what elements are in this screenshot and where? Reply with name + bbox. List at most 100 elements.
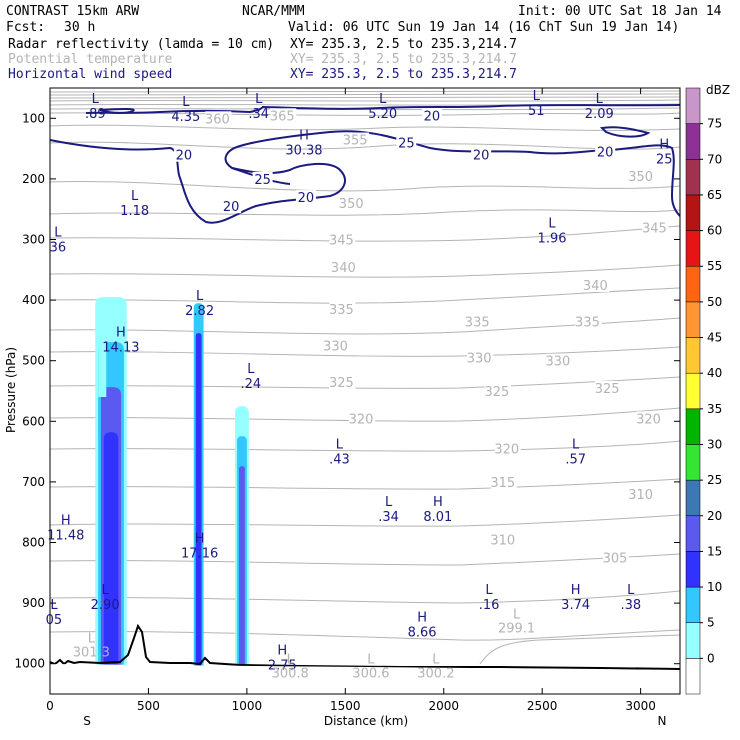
extremum-type: L bbox=[182, 95, 190, 110]
theta-label-bg bbox=[490, 532, 517, 547]
extremum-type: L bbox=[379, 92, 387, 107]
plot-frame bbox=[49, 87, 681, 695]
extremum-type: L bbox=[196, 289, 204, 304]
colorbar-label: 55 bbox=[707, 259, 722, 273]
colorbar-swatch bbox=[685, 586, 701, 623]
y-tick-label: 400 bbox=[22, 293, 45, 307]
wind-label-bg bbox=[396, 135, 417, 150]
extremum-value: 30.38 bbox=[285, 144, 322, 159]
surface-extremum-type: L bbox=[287, 653, 295, 668]
theta-label: 320 bbox=[494, 443, 519, 458]
colorbar-swatch bbox=[685, 87, 701, 124]
init-time: Init: 00 UTC Sat 18 Jan 14 bbox=[518, 4, 722, 19]
wind-label-bg bbox=[421, 108, 442, 123]
theta-label: 350 bbox=[339, 197, 364, 212]
theta-label: 315 bbox=[490, 476, 515, 491]
extremum-value: .16 bbox=[479, 598, 500, 613]
surface-extremum-type: L bbox=[513, 607, 521, 622]
colorbar-label: 65 bbox=[707, 188, 722, 202]
extremum-value: 1.18 bbox=[120, 204, 149, 219]
x-tick-label: 1500 bbox=[330, 699, 361, 713]
extremum-type: L bbox=[247, 362, 255, 377]
extremum-value: 25 bbox=[656, 153, 673, 168]
wind-label: 20 bbox=[176, 149, 193, 164]
colorbar-swatch bbox=[685, 372, 701, 410]
theta-labels: 360 365 355 350 345 340 335 330 325 350 345 340 335 3… bbox=[205, 108, 669, 567]
theta-label-bg bbox=[595, 381, 622, 395]
extremum-type: L bbox=[92, 92, 100, 107]
column-1-band-3 bbox=[103, 432, 119, 666]
endpoint-right: N bbox=[658, 714, 667, 728]
colorbar-swatch bbox=[685, 444, 701, 481]
extremum-value: 51 bbox=[528, 104, 545, 119]
colorbar-label: 15 bbox=[707, 544, 722, 558]
extremum-value: 2.09 bbox=[585, 107, 614, 122]
extremum-value: 1.96 bbox=[538, 231, 567, 246]
surface-extremum-value: 299.1 bbox=[498, 621, 535, 636]
theta-label: 350 bbox=[628, 170, 653, 185]
colorbar-swatch bbox=[685, 265, 701, 303]
colorbar-label: 75 bbox=[707, 117, 722, 131]
colorbar-label: 45 bbox=[707, 331, 722, 345]
extremum-type: L bbox=[336, 438, 344, 453]
wind-label: 20 bbox=[597, 146, 614, 161]
column-2-band-1 bbox=[195, 333, 202, 666]
theta-label: 335 bbox=[575, 315, 600, 330]
field-xy-wind: XY= 235.3, 2.5 to 235.3,214.7 bbox=[290, 67, 517, 82]
wind-labels: 20 20 25 20 20 25 20 20 bbox=[173, 108, 616, 215]
y-tick-label: 800 bbox=[22, 536, 45, 550]
plot-area: 360 365 355 350 345 340 335 330 325 350 345 340 335 3… bbox=[46, 87, 681, 695]
theta-label-bg bbox=[343, 132, 370, 147]
extremum-value: 11.48 bbox=[47, 528, 84, 543]
theta-label-bg bbox=[349, 411, 376, 426]
colorbar-label: 30 bbox=[707, 437, 722, 451]
extremum-type: H bbox=[433, 495, 443, 510]
extremum-value: .34 bbox=[248, 107, 269, 122]
wind-label-bg bbox=[252, 171, 273, 186]
theta-label: 355 bbox=[343, 134, 368, 149]
extremum-type: L bbox=[596, 92, 604, 107]
extremum-value: 36 bbox=[50, 240, 67, 255]
theta-label: 325 bbox=[484, 385, 509, 400]
theta-label: 305 bbox=[603, 552, 628, 567]
y-axis-label: Pressure (hPa) bbox=[4, 347, 18, 433]
theta-label-bg bbox=[484, 384, 511, 399]
theta-label-bg bbox=[329, 232, 356, 247]
extremum-value: .24 bbox=[240, 377, 261, 392]
surface-extremum-type: L bbox=[367, 653, 375, 668]
wind-label: 25 bbox=[254, 173, 271, 188]
extremum-type: L bbox=[533, 89, 541, 104]
theta-label-bg bbox=[339, 196, 366, 211]
x-tick-label: 2000 bbox=[428, 699, 459, 713]
x-axis: 0 500 1000 1500 2000 2500 3000 bbox=[46, 88, 656, 713]
colorbar-label: 60 bbox=[707, 224, 722, 238]
extremum-type: H bbox=[195, 532, 205, 547]
field-xy-theta: XY= 235.3, 2.5 to 235.3,214.7 bbox=[290, 52, 517, 67]
theta-label: 340 bbox=[331, 261, 356, 276]
colorbar-swatch bbox=[685, 123, 701, 160]
x-tick-label: 2500 bbox=[527, 699, 558, 713]
endpoint-left: S bbox=[83, 714, 91, 728]
extremum-value: 8.01 bbox=[423, 510, 452, 525]
theta-label: 345 bbox=[329, 234, 354, 249]
colorbar-label: 25 bbox=[707, 473, 722, 487]
theta-label-bg bbox=[329, 374, 356, 389]
colorbar-label: 35 bbox=[707, 402, 722, 416]
theta-label: 325 bbox=[329, 376, 354, 391]
theta-label-bg bbox=[494, 441, 521, 456]
field-name-wind: Horizontal wind speed bbox=[8, 67, 172, 82]
theta-label-bg bbox=[465, 314, 492, 329]
colorbar-label: 5 bbox=[707, 616, 715, 630]
colorbar: 0 5 10 15 20 25 30 35 40 45 50 55 60 65 70 75 bbox=[685, 87, 722, 695]
extremum-type: H bbox=[659, 138, 669, 153]
colorbar-label: 20 bbox=[707, 509, 722, 523]
theta-label-bg bbox=[205, 111, 232, 126]
extremum-value: 4.35 bbox=[171, 110, 200, 125]
y-tick-label: 500 bbox=[22, 354, 45, 368]
extremum-value: .89 bbox=[85, 107, 106, 122]
extremum-value: 2.75 bbox=[268, 659, 297, 674]
fcst-label: Fcst: bbox=[6, 20, 45, 35]
y-tick-label: 200 bbox=[22, 172, 45, 186]
extremum-type: H bbox=[277, 644, 287, 659]
